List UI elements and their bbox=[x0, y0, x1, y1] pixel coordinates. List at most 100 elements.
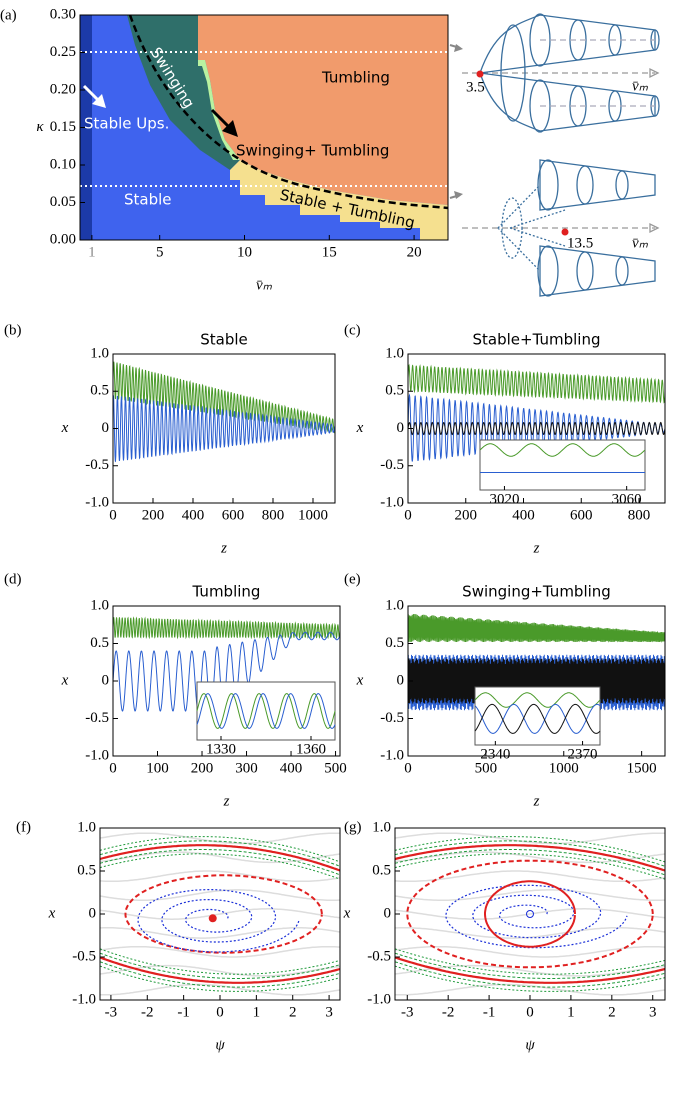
inset-trajectory bbox=[479, 443, 646, 457]
flow-line bbox=[100, 836, 340, 863]
y-tick-label: -0.5 bbox=[367, 948, 391, 964]
y-axis-label: x bbox=[48, 905, 56, 921]
flow-line bbox=[100, 965, 340, 992]
y-tick-label: 1.0 bbox=[385, 597, 404, 613]
region-label: Tumbling bbox=[321, 69, 390, 87]
x-tick-label: -2 bbox=[141, 1004, 154, 1020]
flow-line bbox=[395, 853, 665, 880]
streamline bbox=[100, 983, 340, 996]
y-tick-label: 0.15 bbox=[50, 119, 76, 135]
flow-line bbox=[395, 849, 665, 876]
inset-x-tick-label: 2370 bbox=[568, 746, 598, 762]
inset-x-tick-label: 1360 bbox=[296, 741, 326, 757]
panel-label: (b) bbox=[4, 322, 22, 338]
orbit bbox=[395, 844, 665, 872]
y-tick-label: -0.5 bbox=[380, 457, 404, 473]
plot-content bbox=[113, 616, 340, 712]
x-tick-label: -1 bbox=[483, 1004, 496, 1020]
x-tick-label: -3 bbox=[401, 1004, 414, 1020]
flow-line bbox=[395, 948, 665, 975]
x-tick-label: 100 bbox=[146, 760, 169, 776]
x-tick-label: 800 bbox=[262, 507, 285, 523]
y-tick-label: -0.5 bbox=[85, 710, 109, 726]
y-axis-label: x bbox=[356, 420, 364, 436]
inset-trajectory bbox=[196, 693, 336, 729]
x-axis-label: z bbox=[533, 540, 540, 556]
y-tick-label: 0.30 bbox=[50, 6, 76, 22]
y-tick-label: 0 bbox=[397, 672, 405, 688]
x-tick-label: 600 bbox=[570, 507, 593, 523]
flow-line bbox=[100, 840, 340, 867]
y-tick-label: -1.0 bbox=[380, 747, 404, 763]
panel-title: Tumbling bbox=[192, 583, 261, 601]
streamline bbox=[100, 908, 340, 920]
streamline bbox=[395, 983, 665, 996]
y-tick-label: 0.5 bbox=[90, 383, 109, 399]
x-tick-label: 2 bbox=[289, 1004, 297, 1020]
y-tick-label: 0 bbox=[397, 420, 405, 436]
panel-label: (a) bbox=[0, 7, 17, 23]
x-tick-label: 500 bbox=[475, 760, 498, 776]
x-axis-label: z bbox=[223, 793, 230, 809]
x-tick-label: 200 bbox=[142, 507, 165, 523]
x-tick-label: 500 bbox=[324, 760, 347, 776]
inset-x-tick-label: 2340 bbox=[480, 746, 510, 762]
flow-line bbox=[100, 961, 340, 988]
inset-trajectory bbox=[474, 703, 601, 734]
x-tick-label: 3 bbox=[325, 1004, 333, 1020]
region-label: Stable Ups. bbox=[84, 115, 169, 133]
plot-content bbox=[395, 832, 665, 996]
trajectory bbox=[408, 363, 665, 404]
flow-line bbox=[100, 853, 340, 880]
y-tick-label: -0.5 bbox=[72, 948, 96, 964]
y-tick-label: 0.5 bbox=[385, 383, 404, 399]
flow-line bbox=[395, 965, 665, 992]
streamline bbox=[395, 908, 665, 920]
flow-line bbox=[395, 840, 665, 867]
x-tick-label: 1 bbox=[567, 1004, 575, 1020]
x-tick-label: 400 bbox=[280, 760, 303, 776]
trajectory bbox=[113, 631, 340, 712]
region-label: Swinging+ Tumbling bbox=[236, 142, 389, 160]
panel-label: (e) bbox=[344, 571, 361, 587]
x-tick-label: 20 bbox=[407, 244, 422, 260]
plot-content bbox=[100, 832, 340, 996]
fixed-point bbox=[526, 910, 534, 918]
y-tick-label: 0 bbox=[102, 420, 110, 436]
inset-x-tick-label: 3060 bbox=[612, 491, 642, 507]
streamline bbox=[395, 832, 665, 845]
y-axis-label: x bbox=[61, 420, 69, 436]
streamline bbox=[395, 964, 665, 977]
y-axis-label: x bbox=[61, 672, 69, 688]
orbit bbox=[100, 844, 340, 872]
inset-trajectory bbox=[196, 693, 336, 729]
y-tick-label: 0 bbox=[89, 905, 97, 921]
diagram-axis-label: v̄ₘ bbox=[632, 78, 649, 94]
streamline bbox=[100, 945, 340, 958]
flow-line bbox=[100, 948, 340, 975]
y-tick-label: -1.0 bbox=[380, 494, 404, 510]
x-tick-label: 3 bbox=[649, 1004, 657, 1020]
x-tick-label: 200 bbox=[191, 760, 214, 776]
y-tick-label: 0.25 bbox=[50, 44, 76, 60]
x-tick-label: 200 bbox=[455, 507, 478, 523]
panel-title: Stable+Tumbling bbox=[473, 331, 601, 349]
y-tick-label: 0.5 bbox=[90, 635, 109, 651]
y-tick-label: 0 bbox=[384, 905, 392, 921]
y-tick-label: 1.0 bbox=[77, 819, 96, 835]
x-axis-label: z bbox=[533, 793, 540, 809]
spiral bbox=[445, 884, 628, 949]
y-tick-label: -0.5 bbox=[380, 710, 404, 726]
orbit bbox=[100, 956, 340, 984]
plot-content bbox=[408, 363, 665, 462]
marker-label: 3.5 bbox=[466, 79, 485, 95]
y-tick-label: 0.5 bbox=[385, 635, 404, 651]
region-label: Stable bbox=[124, 191, 172, 209]
orbit bbox=[395, 956, 665, 984]
inset-frame bbox=[474, 686, 601, 746]
inset-trajectory bbox=[474, 692, 601, 708]
flow-line bbox=[395, 836, 665, 863]
x-tick-label: -1 bbox=[177, 1004, 190, 1020]
phase-regions bbox=[79, 14, 449, 241]
